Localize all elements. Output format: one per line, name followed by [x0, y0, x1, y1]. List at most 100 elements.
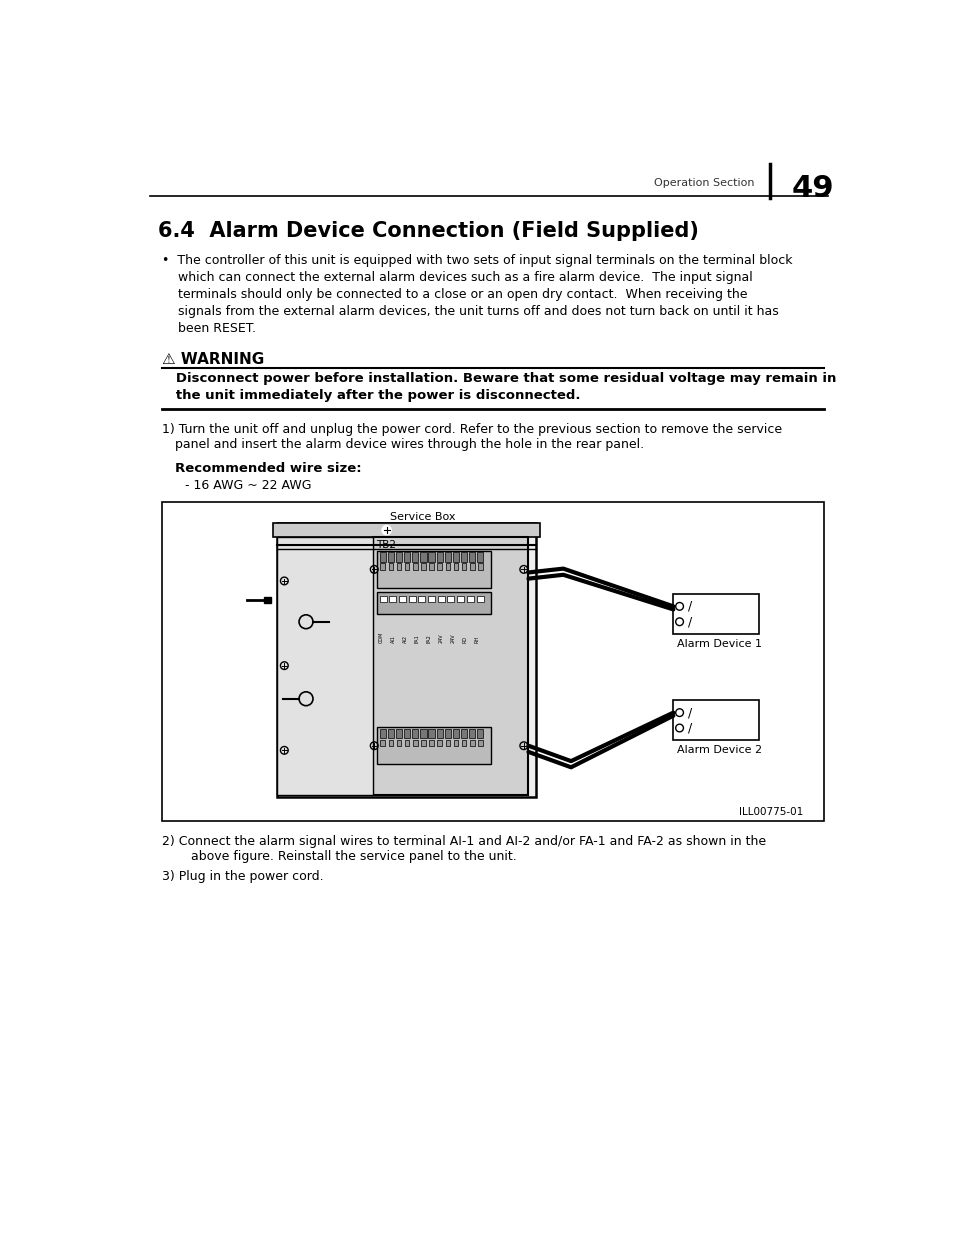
Bar — [453, 729, 458, 739]
Text: FA1: FA1 — [415, 635, 419, 643]
Bar — [389, 595, 395, 603]
Bar — [461, 740, 466, 746]
Bar — [477, 740, 482, 746]
Bar — [429, 740, 434, 746]
Text: Operation Section: Operation Section — [654, 178, 754, 188]
Bar — [396, 563, 401, 571]
Bar — [476, 552, 483, 562]
Text: 24V: 24V — [438, 634, 443, 643]
Bar — [404, 729, 410, 739]
Text: COM: COM — [378, 632, 383, 643]
Bar — [466, 595, 474, 603]
Bar — [445, 740, 450, 746]
Bar — [420, 552, 426, 562]
Text: above figure. Reinstall the service panel to the unit.: above figure. Reinstall the service pane… — [174, 851, 517, 863]
Text: FA2: FA2 — [426, 635, 432, 643]
Bar — [396, 740, 401, 746]
Bar — [162, 501, 823, 821]
Bar — [276, 524, 536, 797]
Bar — [376, 727, 491, 764]
Text: signals from the external alarm devices, the unit turns off and does not turn ba: signals from the external alarm devices,… — [162, 305, 778, 319]
Text: Service Box: Service Box — [390, 513, 456, 522]
Text: /: / — [687, 721, 692, 735]
Bar — [264, 597, 271, 603]
Text: ⚠ WARNING: ⚠ WARNING — [162, 352, 264, 367]
Bar — [380, 740, 385, 746]
Bar — [395, 729, 402, 739]
Text: ILL00775-01: ILL00775-01 — [739, 808, 802, 818]
Bar — [379, 595, 386, 603]
Bar — [437, 595, 444, 603]
Bar — [418, 595, 425, 603]
Bar — [413, 563, 417, 571]
Bar — [380, 563, 385, 571]
Bar — [412, 729, 418, 739]
Text: which can connect the external alarm devices such as a fire alarm device.  The i: which can connect the external alarm dev… — [162, 272, 752, 284]
Bar — [388, 563, 393, 571]
Bar — [404, 740, 409, 746]
Bar — [379, 552, 385, 562]
Bar — [470, 740, 474, 746]
Bar — [476, 729, 483, 739]
Text: RH: RH — [475, 636, 479, 643]
Bar — [376, 551, 491, 588]
Text: Recommended wire size:: Recommended wire size: — [174, 462, 361, 474]
Bar — [477, 563, 482, 571]
Bar — [460, 552, 467, 562]
Bar — [456, 595, 464, 603]
Circle shape — [381, 526, 391, 535]
Text: panel and insert the alarm device wires through the hole in the rear panel.: panel and insert the alarm device wires … — [174, 438, 643, 452]
Bar — [428, 552, 435, 562]
Text: been RESET.: been RESET. — [162, 322, 255, 335]
Bar — [420, 563, 425, 571]
Bar — [412, 552, 418, 562]
Bar — [413, 740, 417, 746]
Bar — [387, 729, 394, 739]
Bar — [428, 729, 435, 739]
Text: 1) Turn the unit off and unplug the power cord. Refer to the previous section to: 1) Turn the unit off and unplug the powe… — [162, 424, 781, 436]
Bar — [420, 740, 425, 746]
Bar — [454, 563, 457, 571]
Text: /: / — [687, 600, 692, 613]
Bar — [395, 552, 402, 562]
Bar — [453, 552, 458, 562]
Text: RO: RO — [462, 636, 467, 643]
Bar — [388, 740, 393, 746]
Bar — [469, 729, 475, 739]
Bar — [436, 563, 441, 571]
Bar — [436, 552, 442, 562]
Bar — [408, 595, 416, 603]
Bar — [673, 594, 758, 634]
Text: /: / — [687, 706, 692, 719]
Bar — [469, 552, 475, 562]
Bar — [404, 563, 409, 571]
Text: AI1: AI1 — [391, 635, 395, 643]
Text: 6.4  Alarm Device Connection (Field Supplied): 6.4 Alarm Device Connection (Field Suppl… — [158, 221, 699, 241]
Text: Disconnect power before installation. Beware that some residual voltage may rema: Disconnect power before installation. Be… — [162, 372, 836, 385]
Bar — [454, 740, 457, 746]
Bar — [387, 552, 394, 562]
Bar — [428, 595, 435, 603]
Bar — [444, 729, 451, 739]
Text: 3) Plug in the power cord.: 3) Plug in the power cord. — [162, 871, 323, 883]
Bar — [429, 563, 434, 571]
Text: •  The controller of this unit is equipped with two sets of input signal termina: • The controller of this unit is equippe… — [162, 254, 792, 268]
Text: the unit immediately after the power is disconnected.: the unit immediately after the power is … — [162, 389, 579, 403]
Bar — [273, 524, 539, 537]
Text: /: / — [687, 615, 692, 629]
Bar — [445, 563, 450, 571]
Text: TB2: TB2 — [376, 540, 396, 550]
Text: 2) Connect the alarm signal wires to terminal AI-1 and AI-2 and/or FA-1 and FA-2: 2) Connect the alarm signal wires to ter… — [162, 835, 765, 848]
Bar — [447, 595, 454, 603]
Bar — [373, 537, 528, 795]
Bar — [460, 729, 467, 739]
Bar — [420, 729, 426, 739]
Bar — [376, 593, 491, 614]
Text: - 16 AWG ~ 22 AWG: - 16 AWG ~ 22 AWG — [185, 478, 312, 492]
Bar — [398, 595, 406, 603]
Text: Alarm Device 1: Alarm Device 1 — [677, 638, 761, 648]
Bar — [673, 700, 758, 740]
Bar — [379, 729, 385, 739]
Bar — [276, 537, 373, 795]
Text: 49: 49 — [791, 174, 834, 203]
